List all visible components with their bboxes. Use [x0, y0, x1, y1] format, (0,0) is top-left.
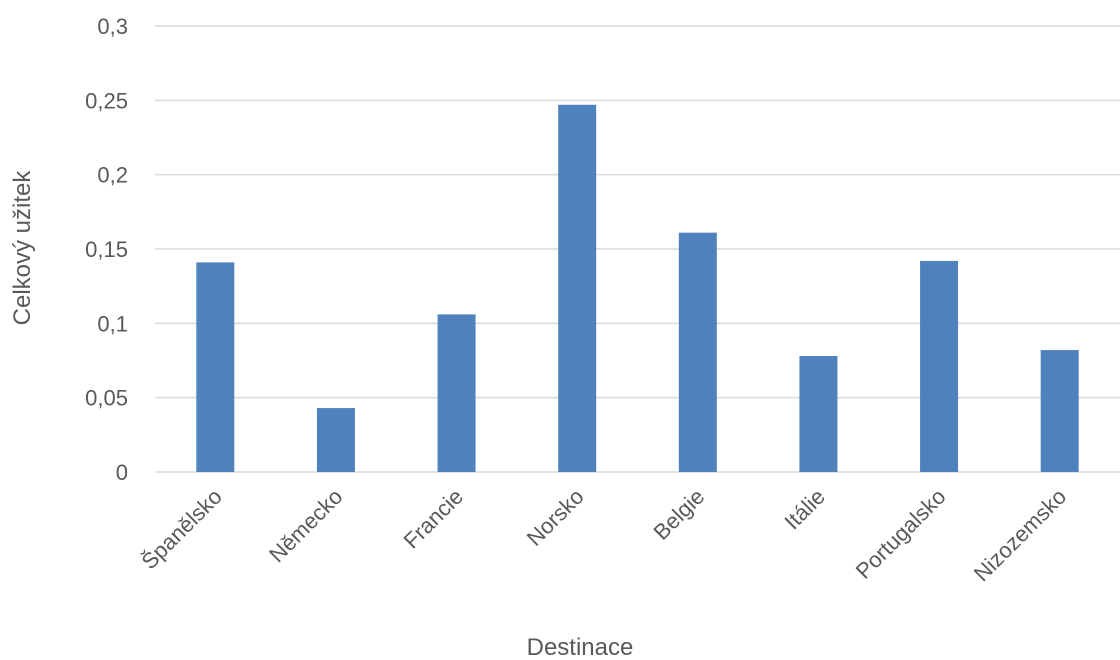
- x-category-label: Nizozemsko: [969, 484, 1071, 586]
- x-category-label: Francie: [399, 484, 469, 554]
- bar-3: [558, 104, 597, 472]
- y-tick-label: 0,25: [85, 88, 128, 113]
- y-tick-label: 0,2: [97, 163, 128, 188]
- x-axis-title: Destinace: [527, 634, 634, 660]
- bar-6: [920, 260, 959, 472]
- bars: [196, 104, 1079, 472]
- y-tick-label: 0,15: [85, 237, 128, 262]
- x-category-label: Portugalsko: [851, 484, 951, 584]
- x-axis-categories: Španělsko Německo Francie Norsko Belgie Itáli…: [137, 484, 1072, 586]
- bar-7: [1040, 350, 1079, 472]
- bar-1: [316, 408, 355, 472]
- y-tick-label: 0,3: [97, 14, 128, 39]
- y-axis-title: Celkový užitek: [9, 170, 36, 326]
- x-category-label: Belgie: [648, 484, 709, 545]
- bar-2: [437, 314, 476, 472]
- bar-5: [799, 356, 838, 472]
- x-category-label: Německo: [264, 484, 347, 567]
- y-tick-label: 0,05: [85, 386, 128, 411]
- x-category-label: Norsko: [522, 484, 589, 551]
- y-axis-ticks: 0 0,05 0,1 0,15 0,2 0,25 0,3: [85, 14, 128, 485]
- bar-4: [678, 232, 717, 472]
- x-category-label: Španělsko: [137, 484, 227, 574]
- y-tick-label: 0: [116, 460, 128, 485]
- x-category-label: Itálie: [779, 484, 830, 535]
- gridlines: [155, 25, 1120, 473]
- y-tick-label: 0,1: [97, 311, 128, 336]
- bar-0: [196, 262, 235, 472]
